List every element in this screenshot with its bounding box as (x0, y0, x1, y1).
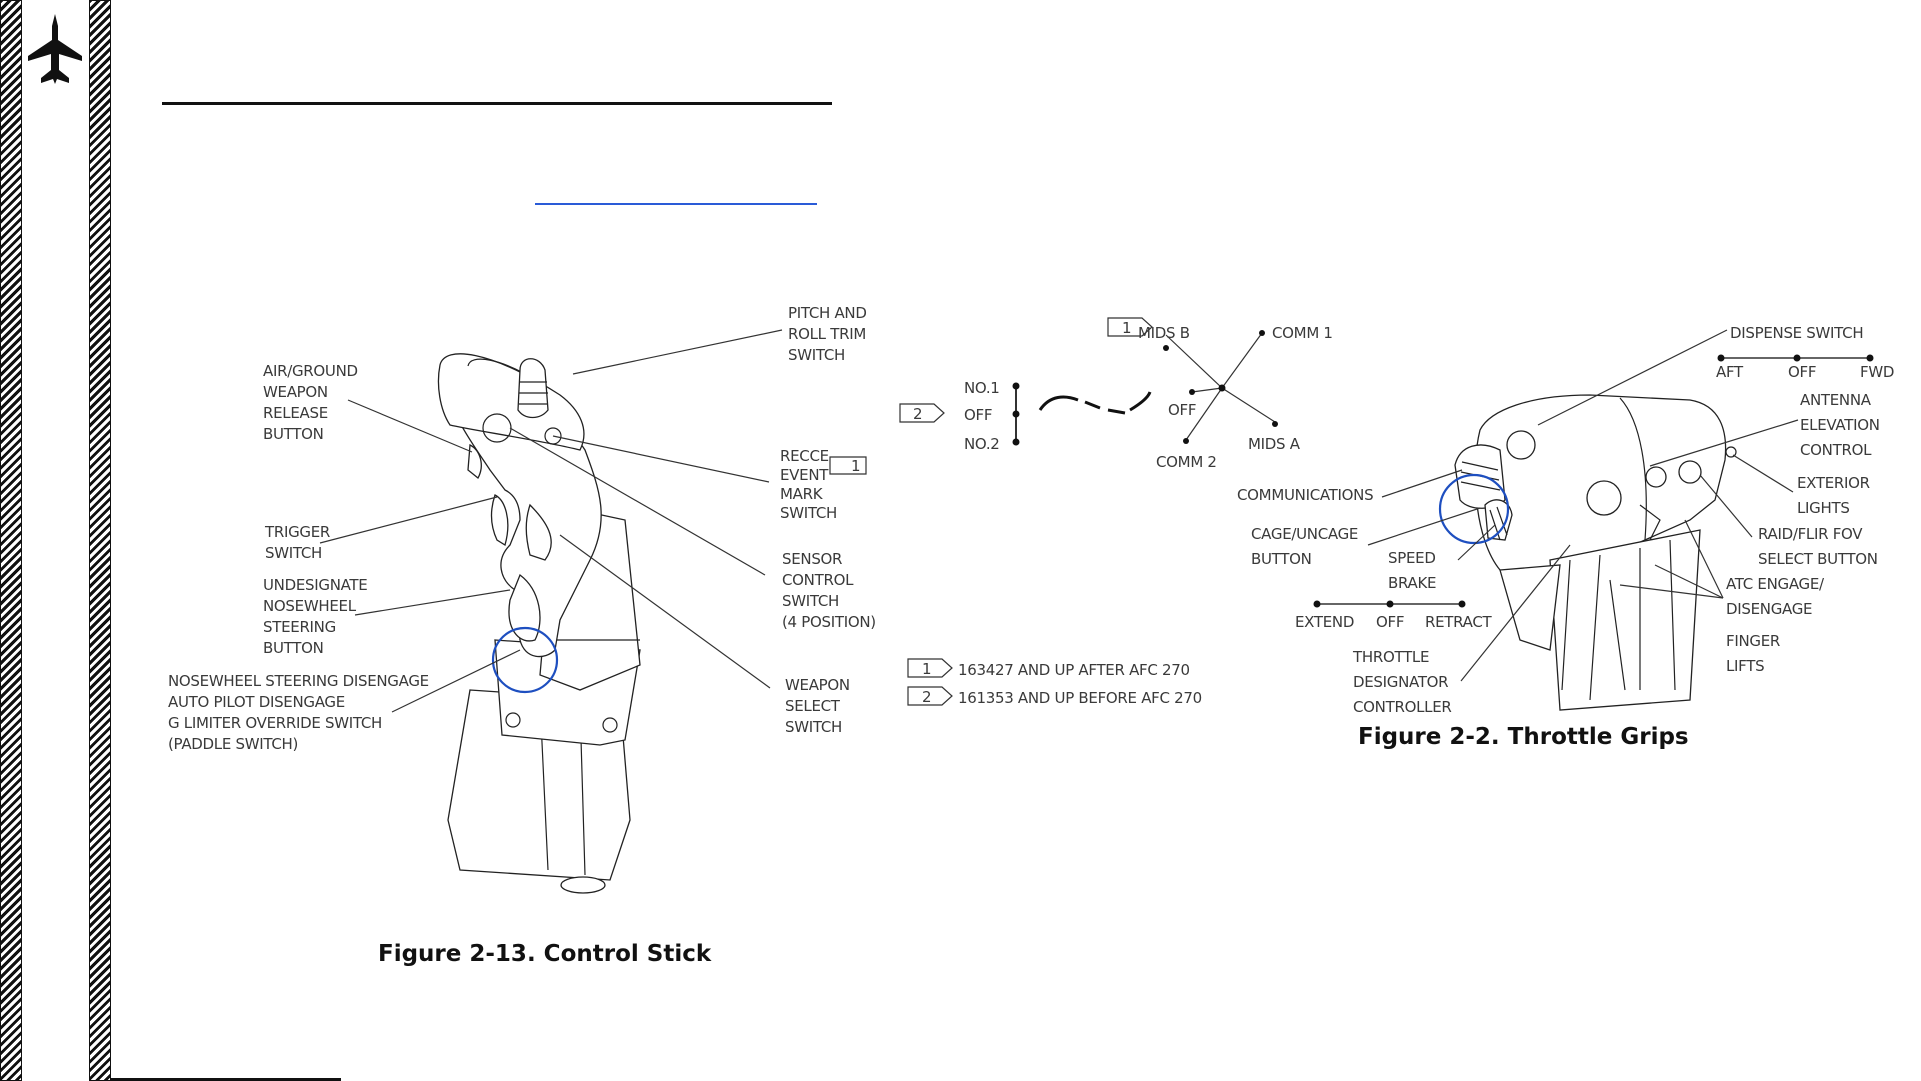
cage-uncage-highlight (1438, 473, 1510, 545)
recce-note-marker-number: 1 (851, 457, 860, 475)
raid-flir-label: RAID/FLIR FOV SELECT BUTTON (1758, 525, 1878, 568)
speed-brake-extend-label: EXTEND (1295, 613, 1354, 631)
no1-label: NO.1 (964, 379, 1000, 397)
dispense-switch-label: DISPENSE SWITCH (1730, 324, 1863, 342)
paddle-switch-label: NOSEWHEEL STEERING DISENGAGE AUTO PILOT D… (168, 672, 429, 753)
finger-lifts-label: FINGER LIFTS (1726, 632, 1780, 675)
control-stick-caption: Figure 2-13. Control Stick (378, 941, 712, 967)
control-stick-drawing (437, 353, 641, 894)
mids-b-label: MIDS B (1138, 324, 1190, 342)
sensor-control-label: SENSOR CONTROL SWITCH (4 POSITION) (782, 550, 876, 631)
antenna-elevation-label: ANTENNA ELEVATION CONTROL (1800, 391, 1880, 459)
title-underline (162, 102, 832, 105)
recce-note-marker (829, 456, 867, 475)
throttle-leaders (1367, 329, 1799, 682)
communications-label: COMMUNICATIONS (1237, 486, 1373, 504)
right-hatched-rail (89, 0, 111, 1081)
atc-engage-label: ATC ENGAGE/DISENGAGE (1726, 575, 1825, 618)
link-underline[interactable] (535, 203, 817, 205)
no-off-label: OFF (964, 406, 992, 424)
note-1: 1 163427 AND UP AFTER AFC 270 (907, 658, 1190, 679)
note-2: 2 161353 AND UP BEFORE AFC 270 (907, 686, 1202, 707)
speed-brake-off-label: OFF (1376, 613, 1404, 631)
note-2-text: 161353 AND UP BEFORE AFC 270 (958, 689, 1202, 707)
paddle-switch-highlight (491, 626, 559, 694)
comm1-label: COMM 1 (1272, 324, 1333, 342)
throttle-caption: Figure 2-2. Throttle Grips (1358, 724, 1689, 750)
speed-brake-label: SPEED BRAKE (1388, 549, 1436, 592)
speed-brake-scale (1313, 600, 1466, 608)
air-ground-release-label: AIR/GROUND WEAPON RELEASE BUTTON (263, 362, 358, 443)
comm-marker-2: 2 (913, 405, 922, 423)
comm-marker-1: 1 (1122, 319, 1131, 337)
undesignate-nws-label: UNDESIGNATE NOSEWHEEL STEERING BUTTON (263, 576, 367, 657)
dispense-fwd-label: FWD (1860, 363, 1894, 381)
trigger-switch-label: TRIGGER SWITCH (264, 523, 330, 562)
recce-event-mark-label: RECCE EVENT MARK SWITCH (780, 447, 837, 522)
footer-line (111, 1078, 341, 1081)
dispense-off-label: OFF (1788, 363, 1816, 381)
exterior-lights-label: EXTERIOR LIGHTS (1797, 474, 1870, 517)
no2-label: NO.2 (964, 435, 1000, 453)
tdc-label: THROTTLE DESIGNATOR CONTROLLER (1352, 648, 1452, 716)
speed-brake-retract-label: RETRACT (1425, 613, 1493, 631)
comm2-label: COMM 2 (1156, 453, 1217, 471)
mids-a-label: MIDS A (1248, 435, 1301, 453)
comm-switch-diagram: 1 2 (899, 317, 1278, 446)
pitch-roll-trim-label: PITCH AND ROLL TRIM SWITCH (788, 304, 867, 364)
note-1-marker: 1 (922, 660, 931, 678)
dispense-scale (1717, 354, 1874, 362)
throttle-drawing (1454, 394, 1737, 711)
note-2-marker: 2 (922, 688, 931, 706)
cage-uncage-label: CAGE/UNCAGE BUTTON (1251, 525, 1358, 568)
control-stick-leaders (319, 329, 783, 713)
comm-off-label: OFF (1168, 401, 1196, 419)
dispense-aft-label: AFT (1716, 363, 1744, 381)
left-hatched-rail (0, 0, 22, 1081)
jet-logo-icon (28, 14, 82, 84)
weapon-select-label: WEAPON SELECT SWITCH (785, 676, 850, 736)
note-1-text: 163427 AND UP AFTER AFC 270 (958, 661, 1190, 679)
